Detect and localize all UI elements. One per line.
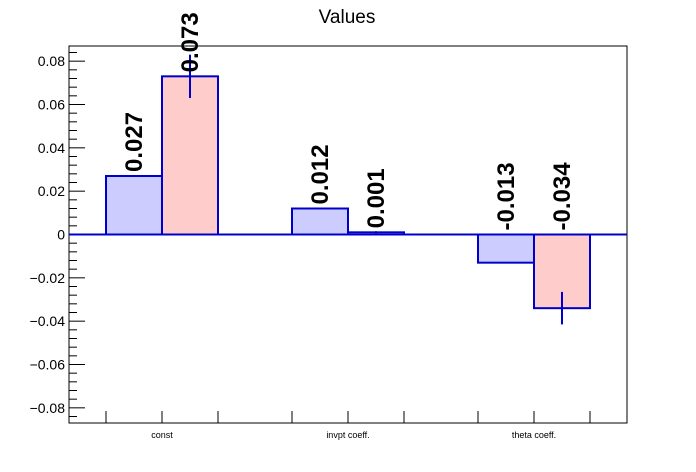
x-tick-label: const (151, 430, 173, 440)
y-tick-label: 0.06 (38, 97, 65, 113)
y-tick-label: −0.02 (30, 270, 66, 286)
bar (161, 75, 219, 236)
plot-area: 0.08 0.06 0.04 0.02 0 −0.02 −0.04 −0.06 −0.08 con… (30, 12, 628, 440)
data-label: 0.073 (177, 12, 204, 72)
x-tick-label: theta coeff. (512, 430, 556, 440)
bar (105, 175, 163, 236)
y-tick-label: −0.08 (30, 400, 66, 416)
data-label: 0.012 (307, 144, 334, 204)
bar (477, 233, 535, 264)
data-label: 0.001 (363, 168, 390, 228)
y-tick-label: 0.02 (38, 183, 65, 199)
y-tick-label: 0.08 (38, 53, 65, 69)
data-label: -0.034 (549, 162, 576, 231)
y-tick-label: 0 (57, 227, 65, 243)
y-tick-label: 0.04 (38, 140, 65, 156)
chart-title: Values (319, 7, 376, 28)
data-label: 0.027 (121, 112, 148, 172)
y-tick-label: −0.04 (30, 313, 66, 329)
data-label: -0.013 (493, 162, 520, 230)
x-tick-label: invpt coeff. (326, 430, 369, 440)
bar (291, 207, 349, 236)
y-tick-label: −0.06 (30, 357, 66, 373)
